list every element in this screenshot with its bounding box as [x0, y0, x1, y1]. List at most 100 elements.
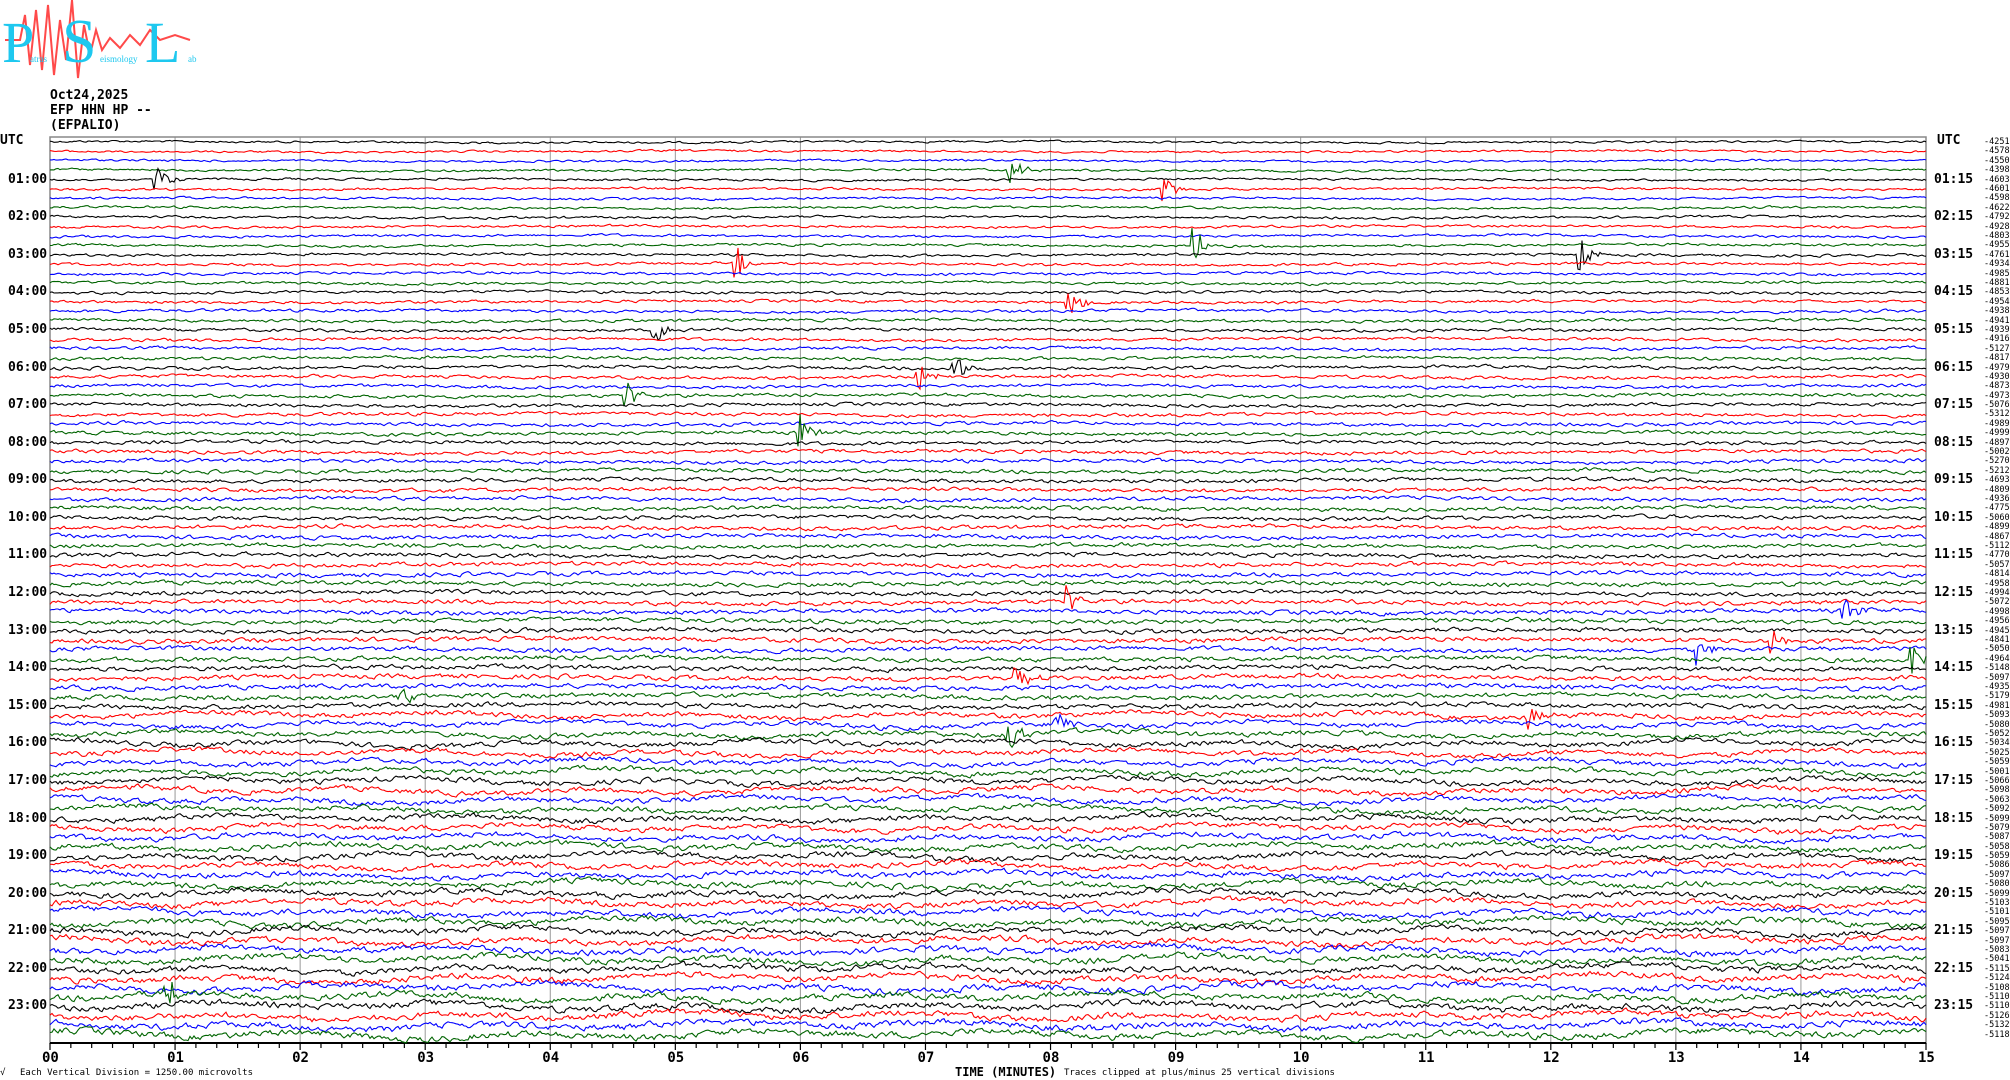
scale-note: Each Vertical Division = 1250.00 microvo… [20, 1068, 253, 1078]
hour-label-left: 03:00 [8, 246, 48, 262]
hour-label-right: 11:15 [1934, 547, 1974, 563]
trace [49, 139, 1927, 145]
trace [49, 923, 1927, 940]
trace [49, 646, 1927, 674]
trace [49, 179, 1927, 202]
trace [49, 848, 1926, 863]
trace-offset-label: -4939 [1984, 324, 2010, 335]
trace-offset-label: -4693 [1984, 475, 2010, 486]
trace [49, 223, 1927, 230]
trace [49, 599, 1927, 619]
trace-offset-label: -5083 [1984, 945, 2010, 956]
channel-label: EFP HHN HP -- [50, 103, 152, 118]
right-axis-title: UTC [1937, 133, 1961, 148]
trace [49, 667, 1927, 686]
trace [49, 708, 1927, 730]
trace-offset-label: -4930 [1984, 371, 2010, 382]
trace [49, 410, 1927, 419]
hour-label-right: 05:15 [1934, 321, 1974, 337]
trace-offset-label: -4853 [1984, 287, 2010, 298]
trace [49, 504, 1927, 513]
trace [49, 195, 1927, 202]
station-label: (EFPALIO) [50, 118, 121, 133]
trace [49, 998, 1927, 1015]
trace-offset-label: -4916 [1984, 334, 2010, 345]
trace-offset-label: -4881 [1984, 277, 2010, 288]
trace-offset-label: -5057 [1984, 559, 2010, 570]
x-tick-label: 14 [1792, 1050, 1810, 1066]
hour-label-right: 19:15 [1934, 848, 1974, 864]
trace [49, 247, 1927, 278]
trace [49, 839, 1927, 854]
trace-offset-label: -4598 [1984, 193, 2010, 204]
trace [49, 1017, 1927, 1033]
trace [49, 214, 1927, 221]
hour-label-right: 16:15 [1934, 735, 1974, 751]
hour-label-left: 07:00 [8, 397, 48, 413]
trace [49, 616, 1927, 626]
trace-offset-label: -5034 [1984, 738, 2010, 749]
trace [49, 886, 1927, 902]
trace-offset-label: -5079 [1984, 822, 2010, 833]
trace-offset-label: -5312 [1984, 409, 2010, 420]
logo-wave [5, 0, 191, 79]
trace-offset-label: -4578 [1984, 146, 2010, 157]
trace-offset-label: -5103 [1984, 898, 2010, 909]
trace-offset-label: -5097 [1984, 869, 2010, 880]
trace-offset-label: -5270 [1984, 456, 2010, 467]
trace [50, 228, 1927, 259]
hour-label-left: 10:00 [8, 509, 48, 525]
hour-label-right: 22:15 [1934, 960, 1974, 976]
trace-offset-label: -5080 [1984, 719, 2010, 730]
trace [49, 382, 1927, 390]
trace [49, 712, 1927, 732]
hour-label-right: 13:15 [1934, 622, 1974, 638]
date-label: Oct24,2025 [50, 88, 129, 103]
trace-offset-label: -5002 [1984, 447, 2010, 458]
trace [49, 485, 1927, 494]
trace-offset-label: -5050 [1984, 644, 2010, 655]
hour-label-right: 08:15 [1934, 434, 1974, 450]
hour-label-left: 11:00 [8, 547, 48, 563]
trace [49, 792, 1927, 807]
trace-offset-label: -4803 [1984, 230, 2010, 241]
trace [49, 551, 1927, 560]
trace-offset-label: -4956 [1984, 616, 2010, 627]
hour-label-left: 23:00 [8, 998, 48, 1014]
trace-offset-label: -4973 [1984, 390, 2010, 401]
hour-label-left: 18:00 [8, 810, 48, 826]
svg-text:ab: ab [188, 54, 197, 64]
hour-label-left: 05:00 [8, 321, 48, 337]
trace-offset-label: -4398 [1984, 165, 2010, 176]
hour-label-right: 18:15 [1934, 810, 1974, 826]
trace [49, 960, 1927, 977]
trace-offset-label: -4928 [1984, 221, 2010, 232]
trace-offset-label: -4981 [1984, 700, 2010, 711]
trace [49, 932, 1927, 949]
hour-label-left: 08:00 [8, 434, 48, 450]
trace-offset-label: -5097 [1984, 672, 2010, 683]
trace [49, 764, 1927, 779]
trace-offset-label: -4841 [1984, 634, 2010, 645]
trace-offset-label: -4941 [1984, 315, 2010, 326]
trace-offset-label: -5101 [1984, 907, 2010, 918]
trace-offset-label: -4601 [1984, 183, 2010, 194]
hour-label-right: 09:15 [1934, 472, 1974, 488]
trace [49, 736, 1927, 751]
trace [49, 317, 1927, 324]
trace [49, 802, 1927, 816]
hour-label-right: 04:15 [1934, 284, 1974, 300]
trace [49, 644, 1927, 666]
trace [49, 630, 1927, 654]
trace-offset-label: -5212 [1984, 465, 2010, 476]
hour-label-right: 21:15 [1934, 923, 1974, 939]
hour-label-left: 19:00 [8, 848, 48, 864]
trace [49, 438, 1927, 447]
trace-offset-label: -4958 [1984, 578, 2010, 589]
trace-offset-label: -4897 [1984, 437, 2010, 448]
hour-label-right: 06:15 [1934, 359, 1974, 375]
trace-offset-label: -5098 [1984, 785, 2010, 796]
x-tick-label: 07 [917, 1050, 935, 1066]
trace [49, 830, 1927, 845]
trace-offset-label: -4873 [1984, 381, 2010, 392]
